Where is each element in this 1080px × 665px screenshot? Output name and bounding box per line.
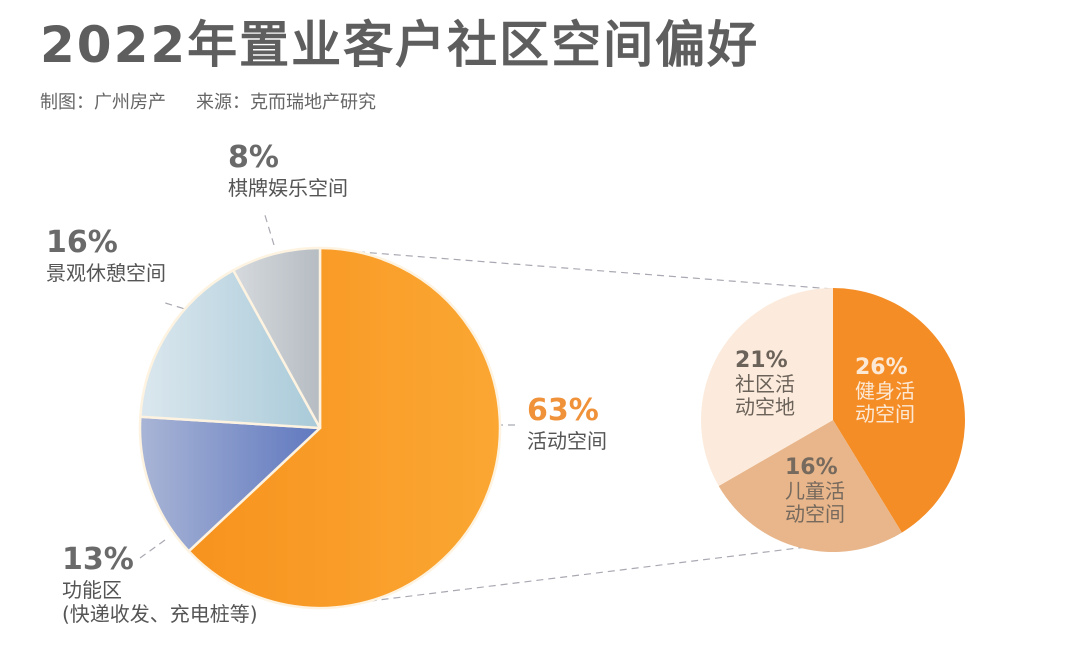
pie-slice-chess-space [232,246,322,430]
pie-slice-children-space [718,420,902,552]
label-fitness-space: 26% 健身活动空间 [855,355,915,427]
label-chess-space: 8% 棋牌娱乐空间 [228,140,348,200]
pie-slice-function-area [138,415,322,553]
label-function-area: 13% 功能区 (快递收发、充电桩等) [62,542,258,626]
label-activity-space: 63% 活动空间 [527,393,607,453]
pie-slice-activity-space [187,246,502,610]
pie-slice-community-space [700,288,833,486]
pie-slice-fitness-space [833,288,965,533]
sub-pie [700,288,965,552]
label-landscape-space: 16% 景观休憩空间 [46,225,166,285]
credit-label: 制图：广州房产 [40,92,166,113]
main-pie [138,246,502,610]
label-children-space: 16% 儿童活动空间 [785,455,845,527]
source-label: 来源：克而瑞地产研究 [196,92,376,113]
page-title: 2022年置业客户社区空间偏好 [40,16,760,74]
label-community-space: 21% 社区活动空地 [735,348,795,420]
subtitle: 制图：广州房产 来源：克而瑞地产研究 [40,90,382,116]
pie-slice-landscape-space [139,269,322,430]
